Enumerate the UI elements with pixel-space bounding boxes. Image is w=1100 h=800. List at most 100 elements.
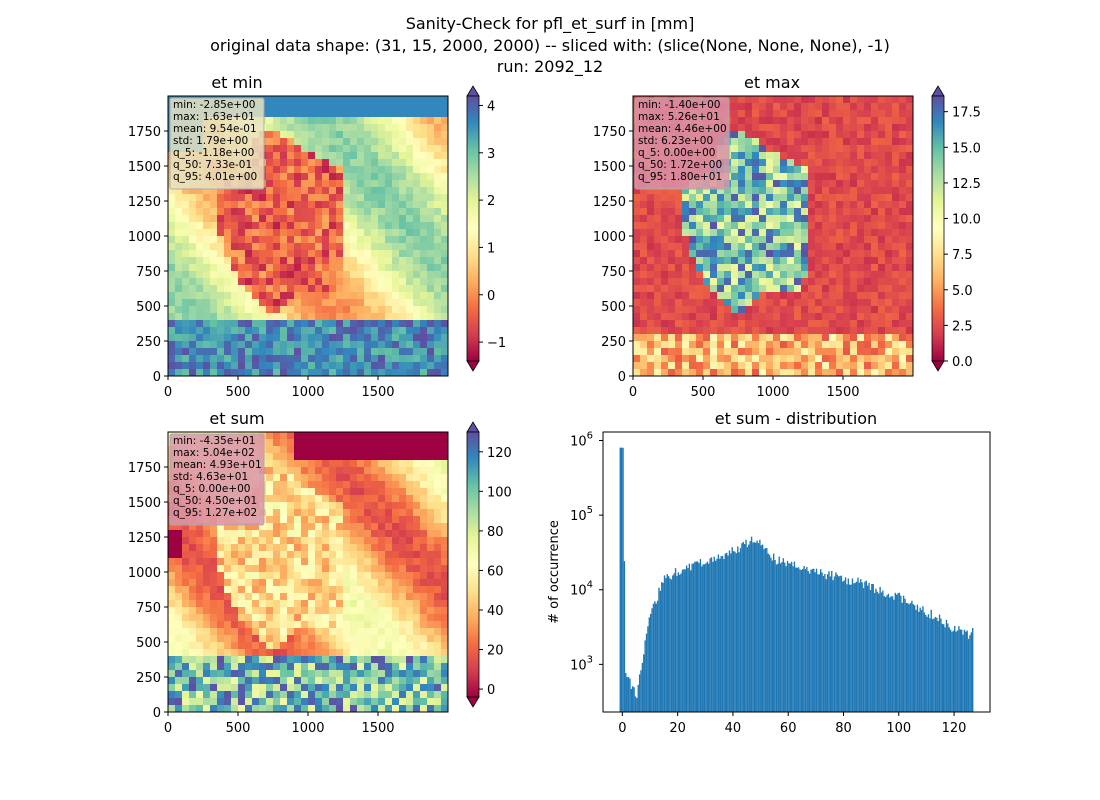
- heatmap-cell: [871, 299, 879, 307]
- heatmap-cell: [196, 320, 204, 328]
- heatmap-cell: [378, 670, 386, 678]
- heatmap-cell: [794, 355, 802, 363]
- heatmap-cell: [273, 705, 281, 713]
- heatmap-cell: [322, 691, 330, 699]
- heatmap-cell: [301, 649, 309, 657]
- heatmap-cell: [661, 369, 669, 377]
- heatmap-cell: [843, 236, 851, 244]
- heatmap-cell: [175, 579, 183, 587]
- heatmap-cell: [280, 208, 288, 216]
- heatmap-cell: [322, 278, 330, 286]
- heatmap-cell: [343, 369, 351, 377]
- heatmap-cell: [836, 362, 844, 370]
- heatmap-cell: [224, 677, 232, 685]
- heatmap-cell: [350, 348, 358, 356]
- heatmap-cell: [273, 656, 281, 664]
- heatmap-cell: [189, 236, 197, 244]
- heatmap-cell: [427, 306, 435, 314]
- heatmap-cell: [899, 208, 907, 216]
- heatmap-cell: [273, 593, 281, 601]
- heatmap-cell: [280, 523, 288, 531]
- heatmap-cell: [245, 306, 253, 314]
- heatmap-cell: [350, 600, 358, 608]
- heatmap-cell: [441, 278, 449, 286]
- heatmap-cell: [315, 551, 323, 559]
- heatmap-cell: [231, 355, 239, 363]
- heatmap-cell: [294, 173, 302, 181]
- heatmap-cell: [385, 362, 393, 370]
- heatmap-cell: [322, 369, 330, 377]
- heatmap-cell: [864, 341, 872, 349]
- heatmap-cell: [252, 628, 260, 636]
- heatmap-cell: [392, 446, 400, 454]
- heatmap-cell: [392, 593, 400, 601]
- heatmap-cell: [843, 306, 851, 314]
- heatmap-cell: [273, 684, 281, 692]
- heatmap-cell: [280, 117, 288, 125]
- heatmap-cell: [343, 327, 351, 335]
- heatmap-cell: [196, 530, 204, 538]
- heatmap-cell: [168, 530, 176, 538]
- heatmap-cell: [322, 600, 330, 608]
- heatmap-cell: [427, 614, 435, 622]
- heatmap-cell: [878, 117, 886, 125]
- heatmap-cell: [836, 159, 844, 167]
- heatmap-cell: [203, 642, 211, 650]
- heatmap-cell: [273, 663, 281, 671]
- heatmap-cell: [350, 446, 358, 454]
- heatmap-cell: [710, 278, 718, 286]
- heatmap-cell: [773, 299, 781, 307]
- heatmap-cell: [773, 369, 781, 377]
- heatmap-cell: [822, 313, 830, 321]
- heatmap-cell: [752, 103, 760, 111]
- heatmap-cell: [850, 355, 858, 363]
- heatmap-cell: [731, 243, 739, 251]
- heatmap-cell: [661, 348, 669, 356]
- heatmap-cell: [717, 236, 725, 244]
- heatmap-cell: [322, 705, 330, 713]
- heatmap-cell: [801, 278, 809, 286]
- heatmap-cell: [336, 215, 344, 223]
- heatmap-cell: [315, 432, 323, 440]
- heatmap-cell: [252, 572, 260, 580]
- heatmap-cell: [203, 299, 211, 307]
- heatmap-cell: [710, 348, 718, 356]
- stats-box-bg: [169, 433, 265, 526]
- heatmap-cell: [259, 348, 267, 356]
- heatmap-cell: [238, 369, 246, 377]
- heatmap-cell: [731, 229, 739, 237]
- heatmap-cell: [217, 572, 225, 580]
- heatmap-cell: [322, 180, 330, 188]
- heatmap-cell: [682, 320, 690, 328]
- heatmap-cell: [259, 250, 267, 258]
- heatmap-cell: [189, 600, 197, 608]
- heatmap-cell: [336, 691, 344, 699]
- heatmap-cell: [766, 110, 774, 118]
- heatmap-cell: [315, 159, 323, 167]
- heatmap-cell: [829, 348, 837, 356]
- heatmap-cell: [336, 579, 344, 587]
- colorbar-tick-label: 0.0: [952, 355, 973, 370]
- heatmap-cell: [182, 537, 190, 545]
- heatmap-cell: [168, 558, 176, 566]
- heatmap-cell: [343, 355, 351, 363]
- colorbar-extend-bottom: [466, 696, 480, 708]
- heatmap-cell: [336, 369, 344, 377]
- heatmap-cell: [196, 187, 204, 195]
- heatmap-cell: [287, 229, 295, 237]
- heatmap-cell: [224, 544, 232, 552]
- heatmap-cell: [696, 243, 704, 251]
- heatmap-cell: [794, 215, 802, 223]
- heatmap-cell: [399, 117, 407, 125]
- heatmap-cell: [434, 285, 442, 293]
- heatmap-cell: [259, 628, 267, 636]
- heatmap-cell: [329, 488, 337, 496]
- heatmap-cell: [420, 607, 428, 615]
- heatmap-cell: [371, 558, 379, 566]
- heatmap-cell: [315, 446, 323, 454]
- heatmap-cell: [385, 439, 393, 447]
- heatmap-cell: [406, 572, 414, 580]
- heatmap-cell: [434, 649, 442, 657]
- heatmap-cell: [885, 103, 893, 111]
- heatmap-cell: [322, 166, 330, 174]
